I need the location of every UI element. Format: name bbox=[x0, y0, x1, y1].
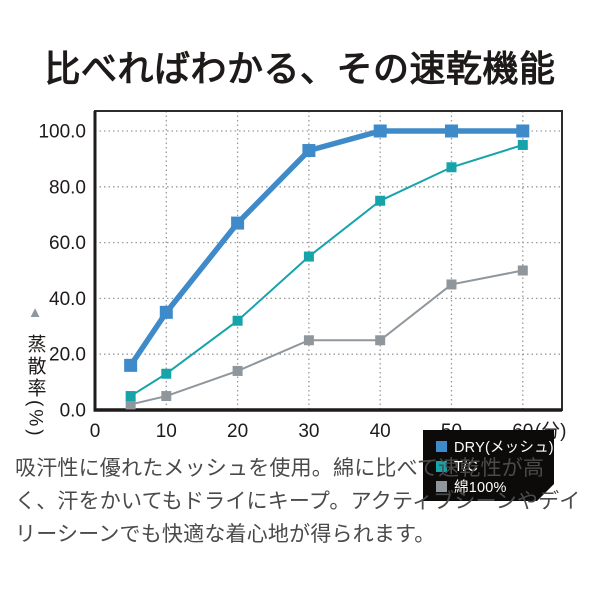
y-tick-label: 40.0 bbox=[49, 289, 86, 310]
data-point-marker bbox=[125, 391, 136, 402]
data-point-marker bbox=[446, 279, 457, 290]
x-tick-label: 10 bbox=[156, 421, 177, 442]
y-axis-label-text: 蒸散率(%) bbox=[24, 334, 46, 439]
x-tick-label: 0 bbox=[90, 421, 101, 442]
series-line bbox=[128, 128, 523, 367]
data-point-marker bbox=[517, 265, 528, 276]
legend-swatch-tc bbox=[436, 461, 447, 472]
data-point-marker bbox=[516, 124, 530, 138]
chart-legend: DRY(メッシュ) T/C 綿100% bbox=[423, 430, 554, 501]
legend-swatch-dry-mesh bbox=[436, 441, 447, 452]
data-point-marker bbox=[161, 391, 172, 402]
legend-label-dry-mesh: DRY(メッシュ) bbox=[454, 440, 554, 456]
plot-border bbox=[94, 110, 563, 411]
triangle-marker-icon: ▲ bbox=[27, 304, 43, 321]
y-tick-label: 100.0 bbox=[38, 122, 86, 143]
x-tick-label: 20 bbox=[227, 421, 248, 442]
legend-item-dry-mesh: DRY(メッシュ) bbox=[436, 438, 554, 455]
data-point-marker bbox=[303, 251, 314, 262]
y-axis-label: ▲ 蒸散率(%) bbox=[20, 305, 50, 439]
y-tick-label: 60.0 bbox=[49, 233, 86, 254]
x-tick-label: 40 bbox=[370, 421, 391, 442]
data-point-marker bbox=[161, 368, 172, 379]
y-tick-label: 80.0 bbox=[49, 177, 86, 198]
data-point-marker bbox=[232, 315, 243, 326]
description-line: く、汗をかいてもドライにキープ。アクティブシーンやデイ bbox=[15, 490, 581, 513]
data-point-marker bbox=[124, 358, 138, 372]
data-point-marker bbox=[232, 365, 243, 376]
legend-label-cotton100: 綿100% bbox=[454, 480, 507, 496]
legend-swatch-cotton100 bbox=[436, 481, 447, 492]
data-point-marker bbox=[446, 162, 457, 173]
series-line bbox=[130, 269, 523, 406]
chart-area: 0.020.040.060.080.0100.00102030405060(分)… bbox=[0, 100, 600, 445]
series-line bbox=[130, 143, 524, 397]
description-text: 吸汗性に優れたメッシュを使用。綿に比べて速乾性が高 く、汗をかいてもドライにキー… bbox=[15, 452, 593, 551]
data-point-marker bbox=[159, 305, 173, 319]
x-tick-label: 30 bbox=[298, 421, 319, 442]
data-point-marker bbox=[375, 195, 386, 206]
y-tick-label: 20.0 bbox=[49, 345, 86, 366]
data-point-marker bbox=[302, 144, 316, 158]
data-point-marker bbox=[375, 335, 386, 346]
page-title: 比べればわかる、その速乾機能 bbox=[44, 48, 556, 89]
data-point-marker bbox=[303, 335, 314, 346]
data-point-marker bbox=[444, 124, 458, 138]
legend-item-cotton100: 綿100% bbox=[436, 478, 554, 495]
legend-item-tc: T/C bbox=[436, 458, 554, 475]
y-tick-label: 0.0 bbox=[60, 401, 86, 422]
legend-label-tc: T/C bbox=[454, 458, 478, 475]
data-point-marker bbox=[373, 124, 387, 138]
description-line: リーシーンでも快適な着心地が得られます。 bbox=[15, 523, 436, 546]
data-point-marker bbox=[125, 399, 136, 410]
description-line: 吸汗性に優れたメッシュを使用。綿に比べて速乾性が高 bbox=[15, 457, 545, 480]
data-point-marker bbox=[517, 139, 528, 150]
data-point-marker bbox=[231, 216, 245, 230]
